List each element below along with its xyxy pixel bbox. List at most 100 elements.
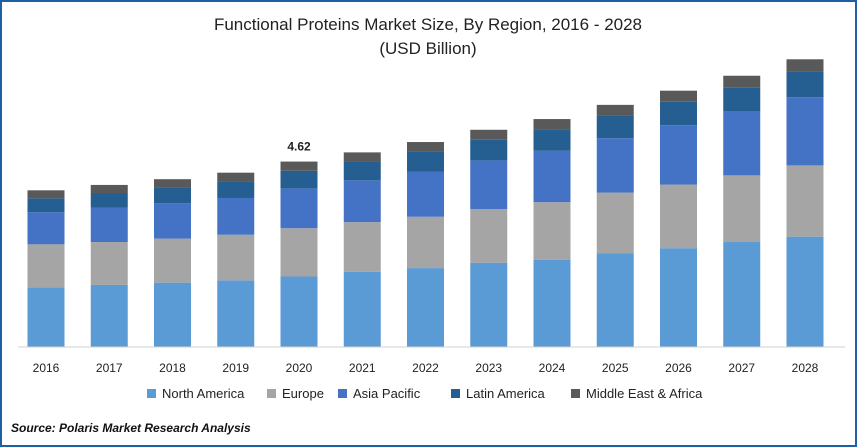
- bar-2021-middle-east-and-africa: [343, 152, 381, 162]
- legend-item-north-america: North America: [147, 386, 245, 401]
- x-tick-label-2022: 2022: [412, 361, 439, 375]
- bar-2018-latin-america: [154, 187, 191, 204]
- bar-2016-latin-america: [27, 198, 65, 213]
- legend-label-latin-america: Latin America: [466, 386, 546, 401]
- bar-2023-middle-east-and-africa: [470, 129, 508, 140]
- bar-2022-middle-east-and-africa: [407, 142, 444, 152]
- bar-2017-latin-america: [90, 192, 128, 208]
- bar-2017-north-america: [90, 284, 128, 347]
- chart-title: Functional Proteins Market Size, By Regi…: [214, 15, 642, 34]
- bar-2016-asia-pacific: [27, 212, 65, 245]
- bar-2022-latin-america: [407, 151, 444, 172]
- bar-2025-europe: [596, 192, 634, 254]
- bar-2024-middle-east-and-africa: [533, 119, 571, 130]
- x-tick-label-2017: 2017: [96, 361, 123, 375]
- bar-2027-asia-pacific: [723, 111, 761, 176]
- bar-2027-north-america: [723, 242, 761, 347]
- bar-2023-europe: [470, 209, 508, 263]
- bar-2022-north-america: [407, 268, 444, 347]
- bar-2016-europe: [27, 244, 65, 288]
- bar-2025-asia-pacific: [596, 138, 634, 193]
- bar-2025-north-america: [596, 253, 634, 347]
- x-tick-label-2028: 2028: [792, 361, 819, 375]
- x-tick-label-2026: 2026: [665, 361, 692, 375]
- x-tick-label-2027: 2027: [728, 361, 755, 375]
- bar-2022-europe: [407, 216, 444, 269]
- bar-2019-north-america: [217, 280, 255, 347]
- x-tick-label-2025: 2025: [602, 361, 629, 375]
- bar-2020-middle-east-and-africa: [280, 161, 318, 171]
- bars-layer: [27, 59, 824, 347]
- data-label-2020: 4.62: [287, 140, 311, 154]
- x-tick-label-2023: 2023: [475, 361, 502, 375]
- bar-2024-north-america: [533, 259, 571, 347]
- legend-swatch-middle-east-and-africa: [571, 389, 580, 398]
- source-note: Source: Polaris Market Research Analysis: [11, 421, 251, 435]
- bar-2026-asia-pacific: [660, 125, 697, 185]
- x-tick-label-2019: 2019: [222, 361, 249, 375]
- legend-item-europe: Europe: [267, 386, 324, 401]
- bar-2018-europe: [154, 238, 191, 283]
- bar-2018-north-america: [154, 282, 191, 347]
- legend-swatch-latin-america: [451, 389, 460, 398]
- bar-2019-middle-east-and-africa: [217, 172, 255, 182]
- bar-2021-north-america: [343, 271, 381, 347]
- x-tick-label-2024: 2024: [539, 361, 566, 375]
- chart-subtitle: (USD Billion): [379, 39, 476, 58]
- bar-2024-asia-pacific: [533, 150, 571, 203]
- bar-2026-latin-america: [660, 101, 697, 126]
- bar-2027-latin-america: [723, 87, 761, 112]
- bar-2023-latin-america: [470, 139, 508, 161]
- bar-2028-middle-east-and-africa: [786, 59, 824, 72]
- bar-2021-europe: [343, 222, 381, 272]
- bar-2021-asia-pacific: [343, 180, 381, 223]
- bar-2025-latin-america: [596, 115, 634, 139]
- legend-label-north-america: North America: [162, 386, 245, 401]
- x-tick-label-2021: 2021: [349, 361, 376, 375]
- legend-swatch-europe: [267, 389, 276, 398]
- bar-2028-latin-america: [786, 71, 824, 98]
- x-tick-label-2016: 2016: [33, 361, 60, 375]
- x-tick-labels: 2016 2017 2018 2019 2020 2021 2022 2023 2024 2025…: [33, 361, 819, 375]
- legend-swatch-asia-pacific: [338, 389, 347, 398]
- bar-2019-latin-america: [217, 181, 255, 198]
- bar-2018-asia-pacific: [154, 203, 191, 239]
- legend-item-middle-east-and-africa: Middle East & Africa: [571, 386, 703, 401]
- bar-2028-asia-pacific: [786, 97, 824, 166]
- bar-2023-asia-pacific: [470, 160, 508, 210]
- bar-2024-latin-america: [533, 129, 571, 151]
- legend-label-europe: Europe: [282, 386, 324, 401]
- bar-2028-north-america: [786, 236, 824, 347]
- bar-2020-asia-pacific: [280, 188, 318, 229]
- legend: North America Europe Asia Pacific Latin Ame…: [147, 386, 703, 401]
- legend-label-middle-east-and-africa: Middle East & Africa: [586, 386, 703, 401]
- legend-item-asia-pacific: Asia Pacific: [338, 386, 421, 401]
- bar-2027-europe: [723, 175, 761, 243]
- x-tick-label-2018: 2018: [159, 361, 186, 375]
- bar-2020-europe: [280, 228, 318, 277]
- bar-2026-north-america: [660, 248, 697, 347]
- annotations-layer: 4.62: [287, 140, 311, 154]
- x-tick-label-2020: 2020: [286, 361, 313, 375]
- bar-2019-europe: [217, 234, 255, 281]
- bar-2024-europe: [533, 202, 571, 260]
- bar-2016-north-america: [27, 287, 65, 347]
- bar-2027-middle-east-and-africa: [723, 75, 761, 88]
- bar-2017-asia-pacific: [90, 207, 128, 243]
- bar-2022-asia-pacific: [407, 171, 444, 217]
- bar-2016-middle-east-and-africa: [27, 190, 65, 199]
- legend-swatch-north-america: [147, 389, 156, 398]
- bar-2019-asia-pacific: [217, 197, 255, 235]
- bar-2021-latin-america: [343, 161, 381, 181]
- legend-item-latin-america: Latin America: [451, 386, 546, 401]
- bar-2025-middle-east-and-africa: [596, 104, 634, 116]
- bar-2020-latin-america: [280, 170, 318, 189]
- bar-2017-europe: [90, 242, 128, 285]
- bar-2028-europe: [786, 165, 824, 237]
- bar-2017-middle-east-and-africa: [90, 184, 128, 193]
- bar-2020-north-america: [280, 276, 318, 347]
- bar-2018-middle-east-and-africa: [154, 179, 191, 188]
- bar-2023-north-america: [470, 262, 508, 347]
